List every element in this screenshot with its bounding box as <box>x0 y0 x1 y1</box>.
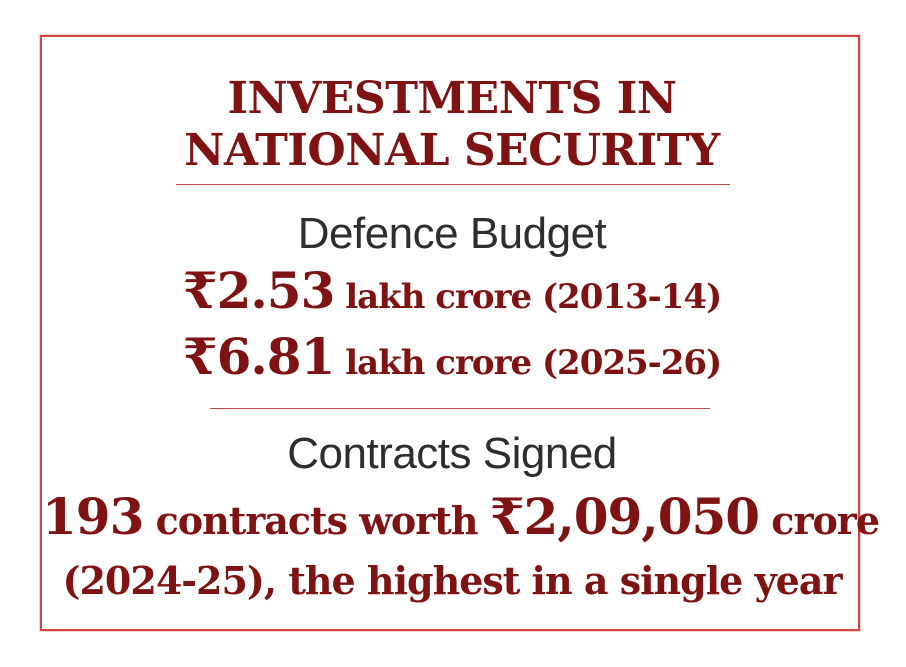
contracts-signed-label: Contracts Signed <box>287 429 617 478</box>
budget-detail-2013: lakh crore (2013-14) <box>334 277 722 317</box>
budget-detail-2025: lakh crore (2025-26) <box>334 343 722 383</box>
contracts-value: ₹2,09,050 <box>489 487 760 546</box>
contracts-value-text: crore <box>759 498 880 543</box>
budget-entry-2025: ₹6.81 lakh crore (2025-26) <box>42 329 862 397</box>
divider-top <box>176 184 730 185</box>
contracts-count: 193 <box>42 487 144 546</box>
contracts-line-1: 193 contracts worth ₹2,09,050 crore <box>42 487 880 557</box>
budget-amount-2025: ₹6.81 <box>182 327 336 386</box>
divider-middle <box>210 408 710 409</box>
contracts-count-text: contracts worth <box>143 498 490 543</box>
budget-entry-2013: ₹2.53 lakh crore (2013-14) <box>42 263 862 331</box>
headline-line-1: INVESTMENTS IN <box>227 73 677 124</box>
budget-amount-2013: ₹2.53 <box>182 261 336 320</box>
infographic-card: INVESTMENTS IN NATIONAL SECURITY Defence… <box>40 35 880 631</box>
contracts-line-2: (2024-25), the highest in a single year <box>62 558 843 603</box>
defence-budget-label: Defence Budget <box>297 209 607 258</box>
headline-line-2: NATIONAL SECURITY <box>184 125 720 176</box>
